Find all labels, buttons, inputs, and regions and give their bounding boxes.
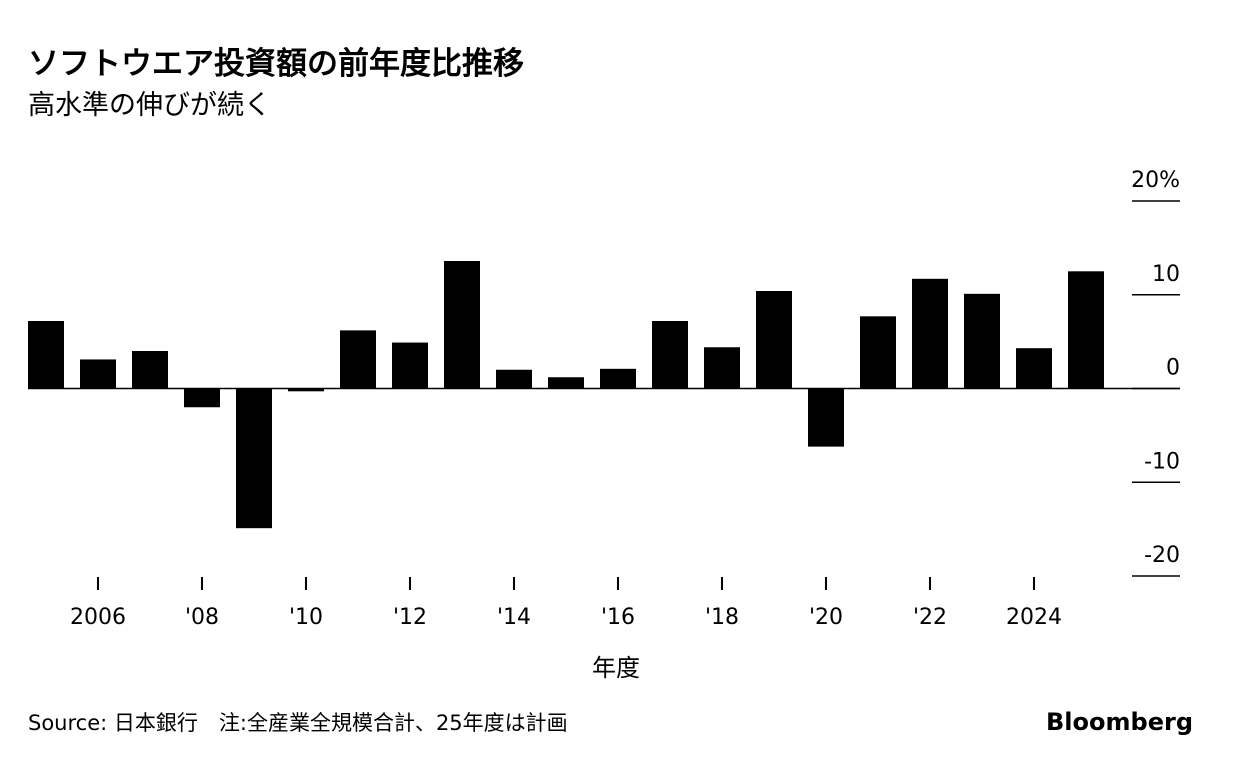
bar bbox=[444, 261, 480, 389]
x-tick-label: '14 bbox=[497, 605, 531, 630]
x-tick-label: 2024 bbox=[1006, 605, 1062, 630]
x-tick-label: '08 bbox=[185, 605, 219, 630]
x-tick-label: '16 bbox=[601, 605, 635, 630]
chart-subtitle: 高水準の伸びが続く bbox=[28, 90, 271, 121]
bar bbox=[964, 293, 1000, 389]
x-tick-label: 2006 bbox=[70, 605, 126, 630]
y-tick-label: 10 bbox=[1152, 262, 1180, 287]
bar bbox=[340, 330, 376, 389]
source: Source: 日本銀行 注:全産業全規模合計、25年度は計画 bbox=[28, 711, 568, 735]
chart-title: ソフトウエア投資額の前年度比推移 bbox=[28, 46, 524, 82]
bar bbox=[1068, 271, 1104, 389]
x-tick-label: '10 bbox=[289, 605, 323, 630]
bar bbox=[288, 388, 324, 392]
bar bbox=[808, 388, 844, 447]
bar bbox=[756, 291, 792, 389]
bar bbox=[704, 347, 740, 389]
bar bbox=[652, 321, 688, 389]
y-tick-label: -20 bbox=[1144, 543, 1180, 568]
bar bbox=[860, 316, 896, 389]
bar bbox=[184, 388, 220, 408]
bar bbox=[392, 342, 428, 389]
bar bbox=[132, 351, 168, 389]
brand: Bloomberg bbox=[1046, 708, 1193, 736]
bar bbox=[600, 368, 636, 389]
y-tick-label: 20% bbox=[1131, 168, 1180, 193]
y-tick-label: 0 bbox=[1166, 356, 1180, 381]
x-tick-label: '20 bbox=[809, 605, 843, 630]
x-tick-label: '12 bbox=[393, 605, 427, 630]
x-tick-label: '22 bbox=[913, 605, 947, 630]
bar bbox=[80, 359, 116, 389]
bar bbox=[496, 369, 532, 389]
bar bbox=[28, 321, 64, 389]
bar bbox=[548, 377, 584, 389]
bar bbox=[1016, 348, 1052, 389]
x-axis-label: 年度 bbox=[592, 654, 640, 682]
x-tick-label: '18 bbox=[705, 605, 739, 630]
bar bbox=[236, 388, 272, 529]
bar bbox=[912, 278, 948, 389]
y-tick-label: -10 bbox=[1144, 449, 1180, 474]
